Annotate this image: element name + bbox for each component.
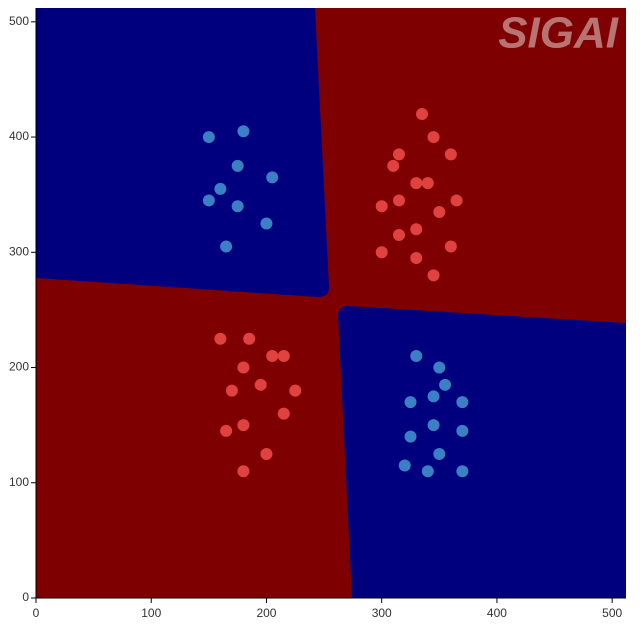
point [225,384,238,397]
point [289,384,302,397]
point [202,131,215,144]
point [416,108,429,121]
y-tick-label: 500 [9,14,29,28]
point [456,465,469,478]
point [410,350,423,363]
point [456,424,469,437]
point [444,240,457,253]
point [375,246,388,259]
y-tick-label: 100 [9,475,29,489]
point [398,459,411,472]
point [266,350,279,363]
point [277,350,290,363]
point [392,194,405,207]
point [237,361,250,374]
point [231,200,244,213]
point [220,240,233,253]
point [427,131,440,144]
point [421,465,434,478]
point [202,194,215,207]
point [427,390,440,403]
y-tick-label: 400 [9,129,29,143]
x-tick-label: 400 [487,606,507,620]
x-tick-label: 0 [33,606,40,620]
region-blue [36,8,329,297]
point [421,177,434,190]
point [427,419,440,432]
point [427,269,440,282]
point [237,125,250,138]
point [254,378,267,391]
point [237,465,250,478]
point [410,177,423,190]
point [404,396,417,409]
point [277,407,290,420]
y-tick-label: 300 [9,244,29,258]
point [392,148,405,161]
point [220,424,233,437]
point [375,200,388,213]
x-tick-label: 500 [602,606,622,620]
point [266,171,279,184]
point [387,159,400,172]
point [243,332,256,345]
point [404,430,417,443]
point [260,447,273,460]
point [410,252,423,265]
point [237,419,250,432]
y-tick-label: 200 [9,360,29,374]
point [260,217,273,230]
point [444,148,457,161]
point [392,229,405,242]
point [214,332,227,345]
point [433,361,446,374]
x-tick-label: 300 [372,606,392,620]
watermark: SIGAI [498,9,619,58]
point [231,159,244,172]
point [433,447,446,460]
x-tick-label: 200 [256,606,276,620]
x-tick-label: 100 [141,606,161,620]
point [433,205,446,218]
point [214,182,227,195]
point [456,396,469,409]
region-blue [338,306,626,598]
point [439,378,452,391]
point [410,223,423,236]
y-tick-label: 0 [22,590,29,604]
point [450,194,463,207]
